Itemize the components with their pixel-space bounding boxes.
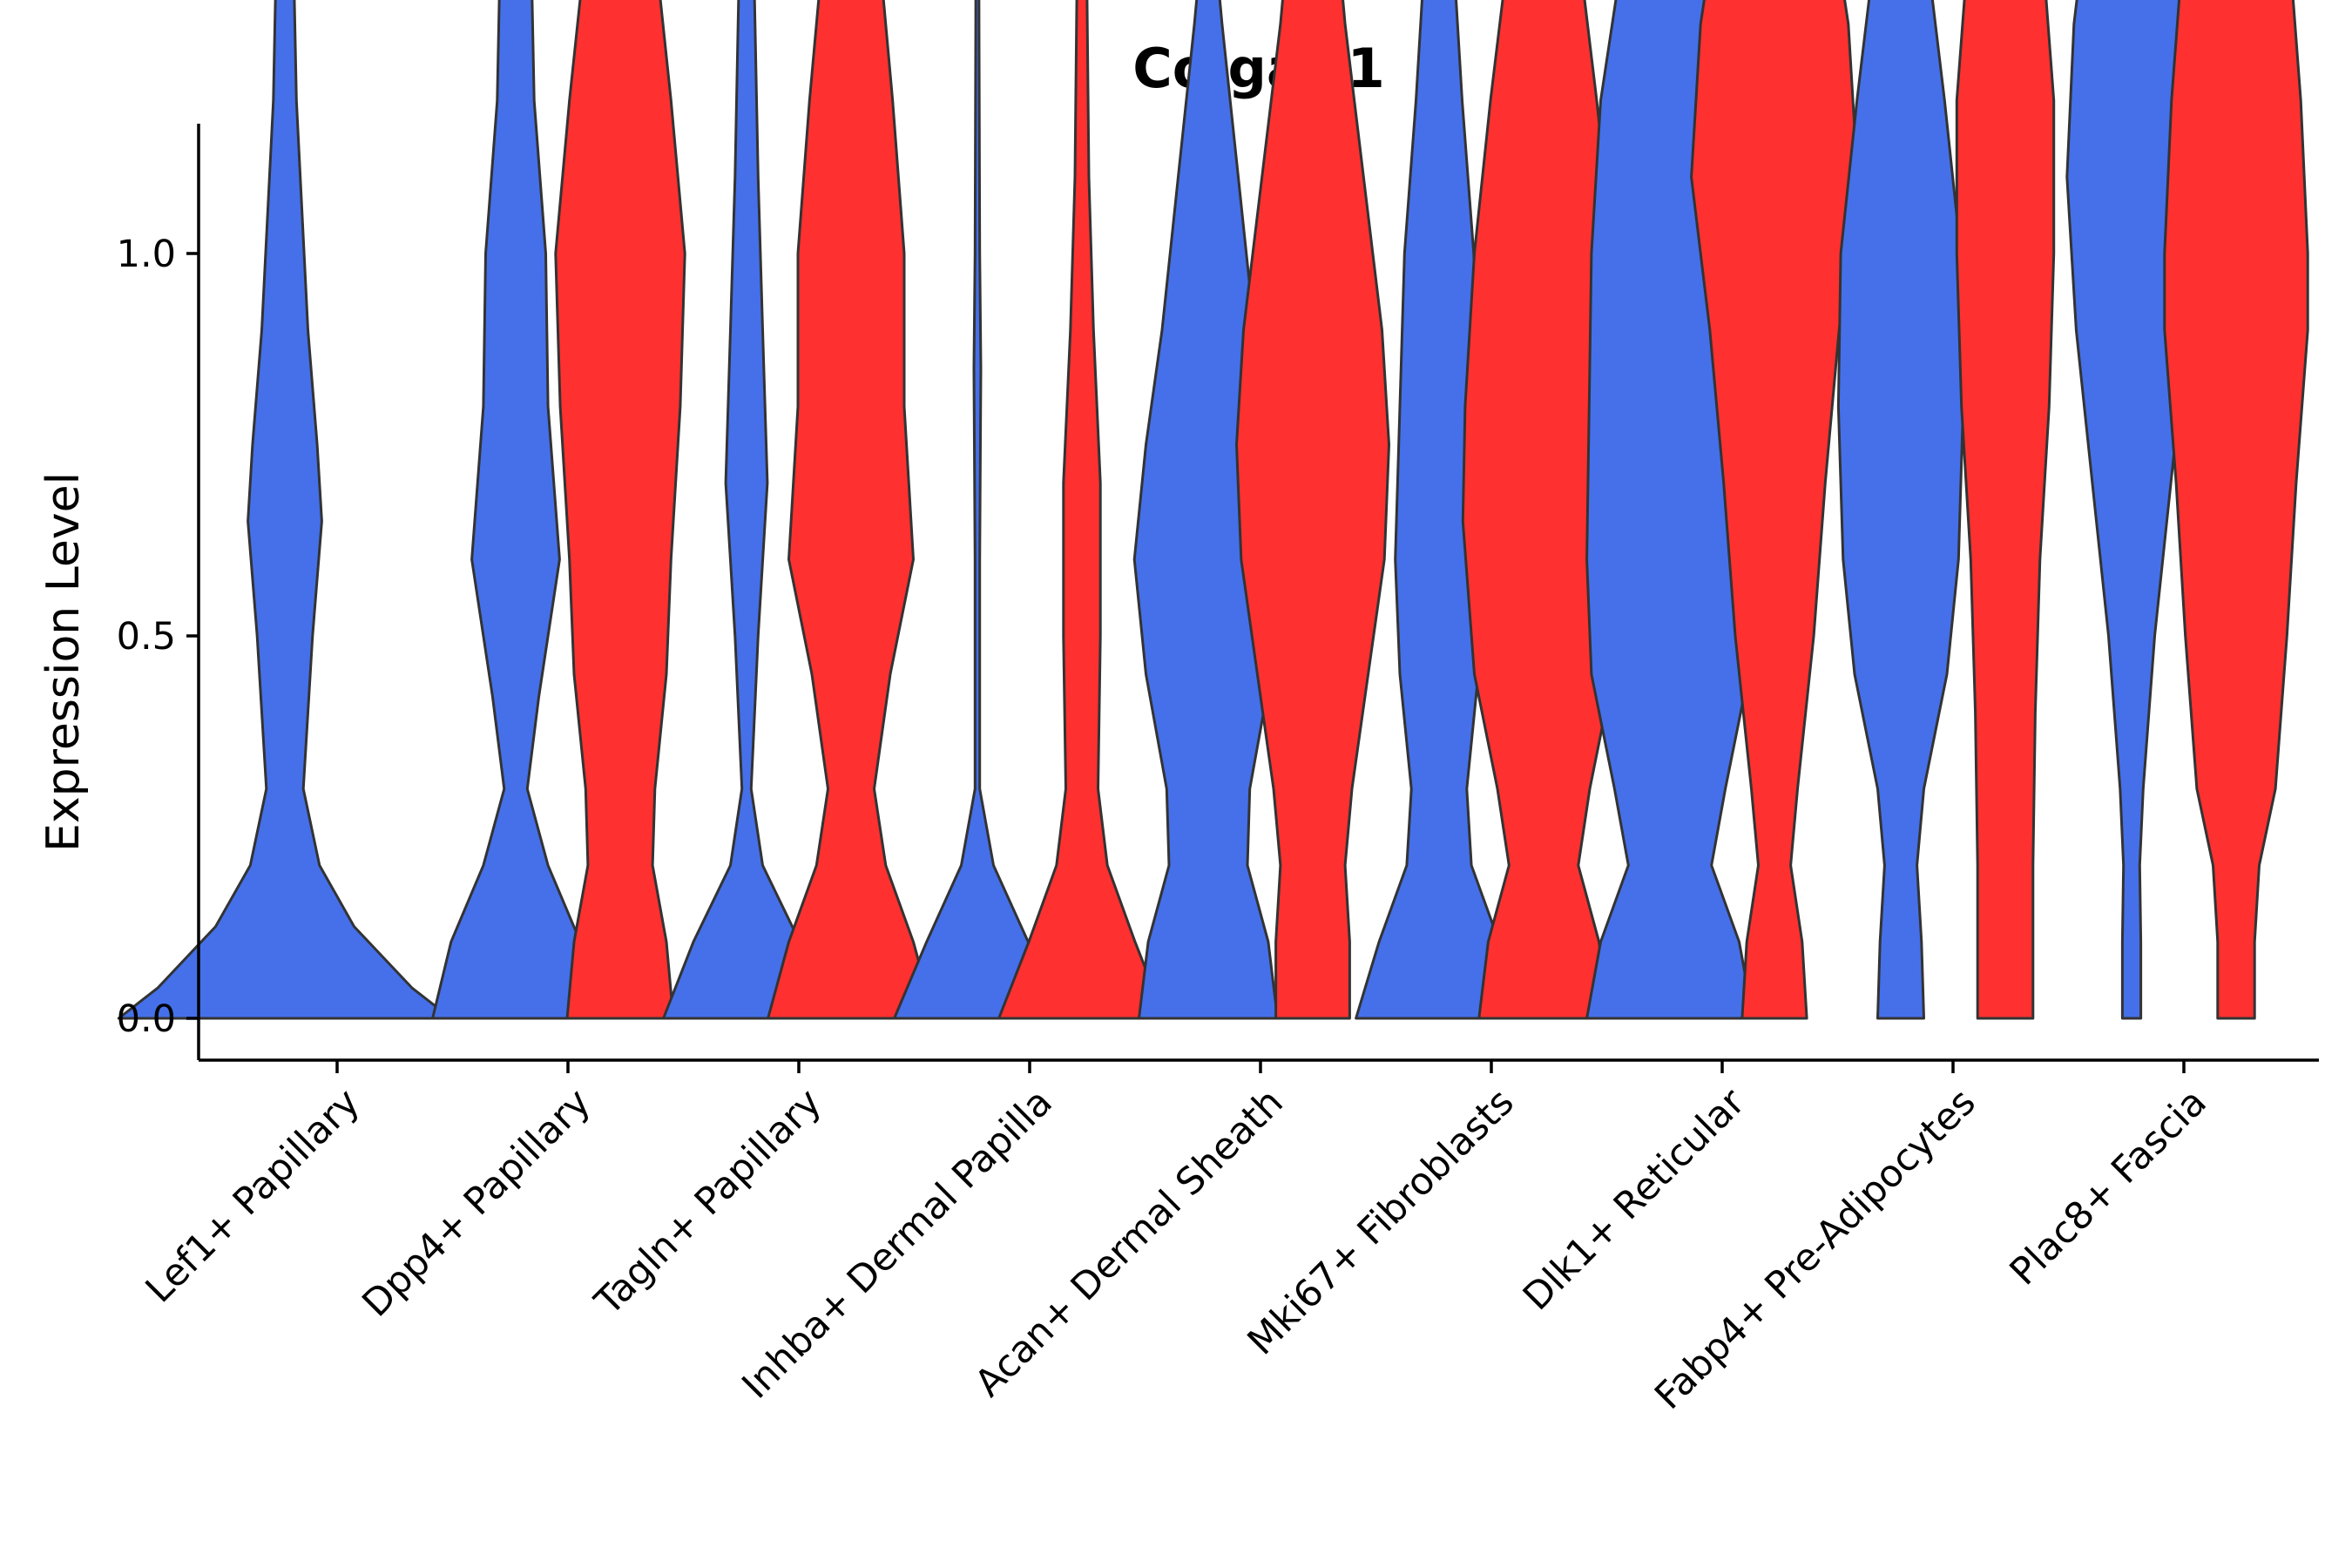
x-tick-label: Plac8+ Fascia: [2002, 1080, 2215, 1294]
y-ticks: 0.00.51.01.52.0: [117, 233, 199, 1041]
axes-layer: [197, 124, 2319, 1062]
violin-inhba-dermal-papilla-group-1: [893, 0, 1062, 1020]
violin-lef1-papillary-group-1: [117, 0, 453, 1020]
x-tick-label: Dlk1+ Reticular: [1515, 1080, 1754, 1319]
y-tick-label: 0.5: [117, 615, 176, 659]
violin-dpp4-papillary-group-2: [554, 0, 686, 1020]
violin-dlk1-reticular-group-2: [1690, 0, 1859, 1020]
violins-layer: [117, 0, 2309, 1020]
x-tick-label: Dpp4+ Papillary: [355, 1080, 599, 1325]
violin-acan-dermal-sheath-group-2: [1235, 0, 1390, 1020]
x-tick-label: Tagln+ Papillary: [586, 1080, 830, 1324]
violin-plac8-fascia-group-2: [2163, 0, 2309, 1020]
violin-tagln-papillary-group-2: [767, 0, 936, 1020]
x-tick-label: Mki67+ Fibroblasts: [1240, 1080, 1523, 1363]
violin-fabp4-pre-adipocytes-group-1: [1836, 0, 1965, 1020]
y-axis-label: Expression Level: [37, 472, 90, 852]
y-tick-label: 0.0: [117, 997, 176, 1041]
violin-inhba-dermal-papilla-group-2: [997, 0, 1166, 1020]
y-tick-label: 1.0: [117, 233, 176, 276]
violin-tagln-papillary-group-1: [662, 0, 831, 1020]
violin-dpp4-papillary-group-1: [431, 0, 600, 1020]
x-tick-label: Lef1+ Papillary: [138, 1080, 368, 1311]
violin-mki67-fibroblasts-group-1: [1355, 0, 1524, 1020]
violin-fabp4-pre-adipocytes-group-2: [1955, 0, 2056, 1020]
